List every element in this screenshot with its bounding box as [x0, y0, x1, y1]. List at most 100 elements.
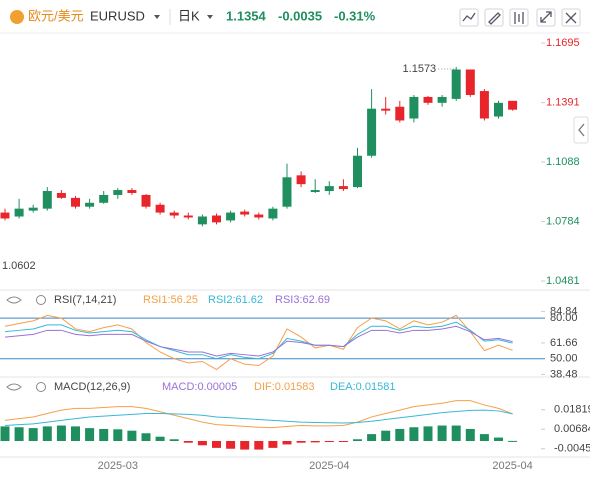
tool-close-icon [565, 12, 577, 24]
line-series [4, 400, 513, 429]
settings-icon[interactable] [36, 295, 46, 305]
candle-body [451, 69, 461, 99]
line-series [4, 314, 513, 371]
legend-entry: RSI2:61.62 [208, 294, 263, 306]
x-tick-label: 2025-03 [98, 460, 138, 472]
tool-close[interactable] [561, 8, 581, 27]
histogram-bar [71, 426, 80, 441]
y-tick-label: 1.0481 [546, 275, 580, 287]
histogram-bar [183, 440, 193, 443]
macd-controls [6, 382, 46, 392]
side-toggle[interactable] [573, 116, 589, 144]
candle-body [494, 102, 503, 117]
y-tick-label: 1.1088 [546, 156, 580, 168]
settings-icon[interactable] [36, 382, 46, 392]
candle-body [212, 215, 221, 223]
x-tick-label: 2025-04 [309, 460, 349, 472]
histogram-bar [353, 439, 362, 441]
candle-body [437, 96, 447, 103]
histogram-bar [451, 425, 461, 441]
reference-label: 50.00 [550, 353, 578, 365]
reference-label: 80.00 [550, 312, 578, 324]
histogram-bar [268, 440, 278, 448]
candle-body [240, 211, 250, 215]
tool-expand[interactable] [536, 8, 556, 27]
tool-indicator-icon [462, 12, 476, 22]
candle-body [367, 108, 377, 156]
histogram-bar [465, 428, 475, 441]
candle-body [141, 194, 151, 207]
pair-icon [10, 10, 24, 24]
candle-body [56, 192, 66, 198]
histogram-bar [141, 433, 151, 441]
eye-icon[interactable] [6, 296, 22, 304]
candle-body [508, 100, 518, 110]
tool-type[interactable] [509, 8, 529, 27]
histogram-bar [42, 426, 52, 441]
legend-entry: RSI3:62.69 [275, 294, 330, 306]
candle-body [14, 208, 24, 217]
tool-draw-icon [488, 12, 501, 25]
histogram-bar [494, 437, 503, 441]
y-tick-label: 1.0784 [546, 216, 580, 228]
candle-body [381, 108, 391, 111]
candle-body [423, 96, 433, 103]
histogram-bar [437, 425, 447, 441]
histogram-bar [338, 440, 348, 442]
candle-body [353, 155, 362, 188]
y-tick-label: 1.1391 [546, 97, 580, 109]
histogram-bar [367, 434, 377, 441]
histogram-bar [0, 426, 10, 441]
legend-entry: DEA:0.01581 [330, 381, 395, 393]
candle-body [127, 190, 137, 193]
period[interactable]: 日K [178, 8, 200, 23]
histogram-bar [197, 440, 207, 446]
legend-entry: DIF:0.01583 [254, 381, 315, 393]
histogram-bar [99, 428, 109, 441]
legend-entry: RSI1:56.25 [143, 294, 198, 306]
tool-type-icon [514, 12, 524, 24]
tool-expand-icon [540, 11, 552, 23]
pair-cn[interactable]: 欧元/美元 [28, 8, 84, 23]
y-tick-label: -0.00451 [554, 443, 590, 455]
tool-draw[interactable] [484, 8, 504, 27]
candle-body [254, 214, 264, 218]
side-toggle-icon [578, 123, 585, 137]
histogram-bar [282, 440, 292, 445]
histogram-bar [423, 426, 433, 441]
histogram-bar [127, 430, 137, 441]
candle-body [85, 202, 95, 207]
pair-dropdown[interactable] [154, 15, 160, 19]
line-series [4, 321, 513, 360]
candle-body [465, 69, 475, 95]
candle-body [338, 186, 348, 190]
histogram-bar [296, 440, 306, 443]
y-tick-label: 38.48 [550, 368, 578, 380]
candle-body [282, 177, 292, 207]
candle-body [310, 190, 320, 192]
candle-body [0, 212, 10, 219]
tool-indicator[interactable] [459, 8, 479, 27]
histogram-bar [324, 440, 334, 443]
legend-entry: MACD:0.00005 [162, 381, 237, 393]
candle-body [395, 106, 405, 121]
histogram-bar [381, 430, 391, 441]
candle-body [99, 194, 109, 203]
candle-body [71, 197, 80, 207]
eye-icon[interactable] [6, 383, 22, 391]
candle-body [268, 208, 278, 219]
histogram-bar [28, 428, 38, 441]
rsi-controls [6, 295, 46, 305]
candle-body [296, 175, 306, 185]
y-tick-label: 84.84 [550, 305, 578, 317]
period-dropdown[interactable] [207, 15, 213, 19]
histogram-bar [479, 434, 489, 441]
y-tick-label: 61.66 [550, 337, 578, 349]
pair-code[interactable]: EURUSD [90, 8, 145, 23]
candle-body [155, 204, 165, 213]
last-price: 1.1354 [226, 8, 267, 23]
histogram-bar [310, 440, 320, 443]
histogram-bar [508, 440, 518, 442]
